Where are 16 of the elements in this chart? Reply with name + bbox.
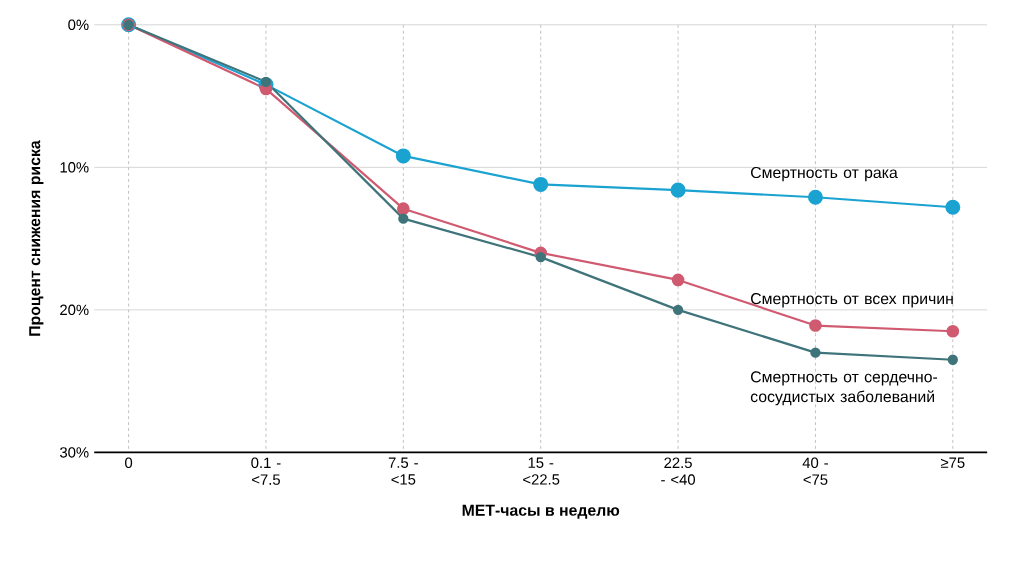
series-label: Смертность от всех причин <box>751 292 953 308</box>
x-tick-label: 0 <box>125 457 133 468</box>
series-label: Смертность от рака <box>751 166 898 182</box>
x-tick-label: 40 - <75 <box>802 457 828 485</box>
x-axis-title: МЕТ-часы в неделю <box>462 504 620 519</box>
x-tick-label: 7.5 - <15 <box>388 457 418 485</box>
y-tick-label: 30% <box>60 446 89 458</box>
x-tick-label: 15 - <22.5 <box>523 457 560 485</box>
series-label: Смертность от сердечно-сосудистых заболеваний <box>750 371 938 406</box>
x-tick-label: 22.5 - <40 <box>661 457 695 485</box>
y-tick-label: 0% <box>68 19 89 30</box>
y-axis-title: Процент снижения риска <box>29 139 44 336</box>
x-tick-label: ≥75 <box>940 457 965 468</box>
y-tick-label: 20% <box>60 304 89 315</box>
y-tick-label: 10% <box>60 161 89 173</box>
x-tick-label: 0.1 - <7.5 <box>251 457 281 485</box>
